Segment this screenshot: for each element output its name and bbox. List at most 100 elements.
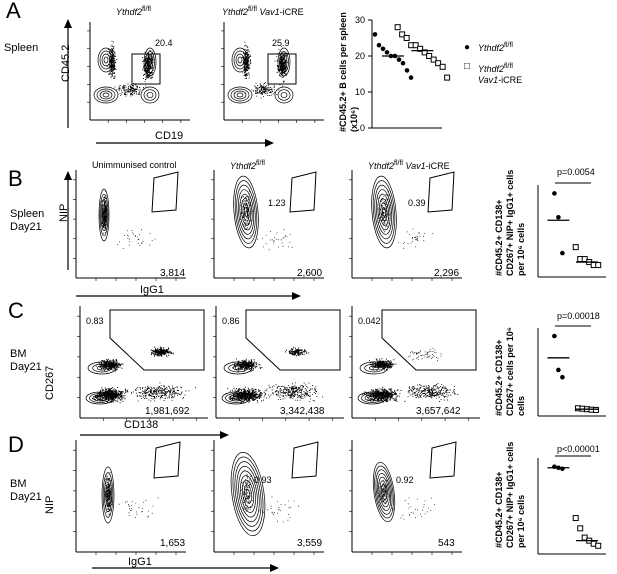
cd19-arrowhead: [265, 139, 274, 147]
row-label-day21-d: Day21: [10, 491, 42, 503]
flow-a2-left-cluster-contour: [237, 56, 243, 64]
chart-c-point: [556, 367, 561, 373]
chart-a-point: [426, 53, 433, 59]
flow-a1-left-cluster-contour: [101, 53, 111, 67]
flow-c2-dots-gate: [285, 346, 310, 357]
x-axis-label-cd19: CD19: [155, 130, 184, 142]
x-axis-label-igg1-d: IgG1: [128, 556, 152, 568]
x-axis-label-igg1-b: IgG1: [140, 284, 164, 296]
pval-c: p=0.00018: [557, 311, 600, 321]
flow-a2-dots-low: [251, 82, 281, 99]
chart-d-point: [572, 515, 579, 522]
gate-b3: 0.39: [408, 198, 426, 208]
plot-b2-title: Ythdf2fl/fl: [230, 160, 265, 171]
flow-a1-right-cluster-contour: [143, 47, 157, 77]
flow-b1-cluster-contour: [100, 199, 108, 231]
flow-a2-low-cluster-contour: [227, 86, 253, 104]
flow-a2-left-cluster-contour: [233, 50, 247, 70]
flow-c2-low-cluster-contour: [225, 393, 247, 403]
flow-d3-cluster-contour: [372, 461, 396, 523]
chart-c-point: [560, 374, 565, 380]
count-c3: 3,657,642: [416, 406, 461, 417]
flow-b3-cluster-contour: [371, 175, 397, 249]
flow-b3-cluster-contour: [375, 189, 393, 235]
flow-d2-gate: [291, 441, 319, 479]
plot-b1-title: Unimmunised control: [92, 160, 177, 170]
flow-d3-cluster-contour: [376, 473, 392, 511]
flow-d2-cluster-contour: [232, 456, 264, 532]
flow-d2-cluster-contour: [240, 475, 256, 513]
flow-d1-sparse: [118, 497, 159, 518]
pval-b: p=0.0054: [557, 167, 595, 177]
flow-b2-cluster-contour: [239, 193, 253, 231]
chart-b-ylabel: #CD45.2+ CD138+ CD267+ NIP+ IgG1+ cells …: [494, 169, 526, 276]
row-label-day21-c: Day21: [10, 361, 42, 373]
legend-a-item-1: ● Ythdf2fl/fl: [464, 42, 513, 53]
igg1-d-arrowhead: [270, 564, 279, 572]
flow-d3-cluster-contour: [375, 469, 393, 515]
flow-d3-sparse: [392, 497, 435, 520]
row-label-day21-b: Day21: [10, 221, 42, 233]
flow-a2-right-low-cluster-contour: [277, 89, 291, 101]
flow-d2-dots: [240, 470, 253, 513]
flow-b3-cluster-contour: [382, 207, 386, 217]
flow-b3-gate: [427, 171, 455, 213]
flow-d3-gate: [429, 441, 457, 479]
flow-d1-cluster-contour: [102, 472, 114, 518]
gate-c2: 0.86: [222, 316, 240, 326]
y-axis-label-cd267: CD267: [44, 365, 56, 400]
flow-c1-low-cluster-contour: [92, 394, 108, 402]
count-d1: 1,653: [160, 538, 186, 549]
flow-a2-left-cluster-contour: [231, 47, 249, 73]
plot-b3-title: Ythdf2fl/fl Vav1-iCRE: [368, 160, 450, 171]
flow-a1-dots-left: [106, 40, 118, 79]
panel-letter-a: A: [6, 0, 21, 23]
flow-d2-cluster-contour: [230, 451, 266, 537]
row-label-bm-c: BM: [10, 348, 27, 360]
chart-c-point: [592, 406, 599, 413]
gate-c3: 0.042: [358, 316, 381, 326]
flow-a2-gate: [267, 53, 297, 85]
flow-b2-dots: [239, 191, 254, 237]
flow-b3-dots: [377, 190, 392, 233]
x-axis-label-cd138: CD138: [124, 419, 159, 431]
flow-a1-right-low-cluster-contour: [143, 89, 157, 101]
chart-a-point: [412, 42, 419, 49]
flow-d1-cluster-contour: [101, 466, 115, 524]
panel-letter-b: B: [8, 166, 23, 191]
count-c2: 3,342,438: [280, 406, 325, 417]
flow-d3-cluster-contour: [378, 476, 390, 508]
flow-c2-mid-cluster-contour: [228, 363, 248, 373]
y-axis-label-nip-d: NIP: [44, 495, 56, 514]
flow-c2-low-cluster-contour: [228, 394, 244, 402]
flow-b2-gate: [289, 171, 317, 213]
flow-a2-right-cluster-contour: [280, 54, 288, 70]
chart-a-point: [403, 35, 410, 41]
chart-a-point: [439, 63, 446, 70]
chart-a-point: [444, 74, 451, 81]
flow-b1-cluster-contour: [101, 204, 107, 226]
flow-c2-low-cluster-contour: [221, 391, 251, 405]
flow-b1-cluster-contour: [102, 209, 106, 221]
flow-c3-mid-cluster-contour: [359, 361, 389, 375]
flow-d1-cluster-contour: [104, 477, 112, 513]
cd45-arrowhead: [64, 19, 72, 28]
count-c1: 1,981,692: [145, 406, 190, 417]
flow-d2-cluster-contour: [242, 479, 254, 509]
flow-c3-low-cluster-contour: [368, 396, 376, 400]
flow-b1-cluster-contour: [99, 193, 109, 237]
flow-c2-low-cluster-contour: [232, 396, 240, 400]
chart-b-point: [595, 262, 602, 269]
flow-d1-cluster-contour: [105, 483, 111, 507]
flow-c3-low-cluster-contour: [364, 394, 380, 402]
flow-c1-mid-cluster-contour: [92, 363, 112, 373]
flow-b3-cluster-contour: [374, 184, 394, 240]
chart-a-point: [408, 75, 414, 80]
flow-b3-cluster-contour: [377, 193, 391, 231]
flow-b3-cluster-contour: [379, 198, 389, 226]
flow-c3-mid-cluster-contour: [364, 363, 384, 373]
flow-b2-cluster-contour: [234, 180, 258, 244]
chart-b-point: [556, 214, 561, 220]
flow-c3-dots-gate: [408, 347, 442, 362]
